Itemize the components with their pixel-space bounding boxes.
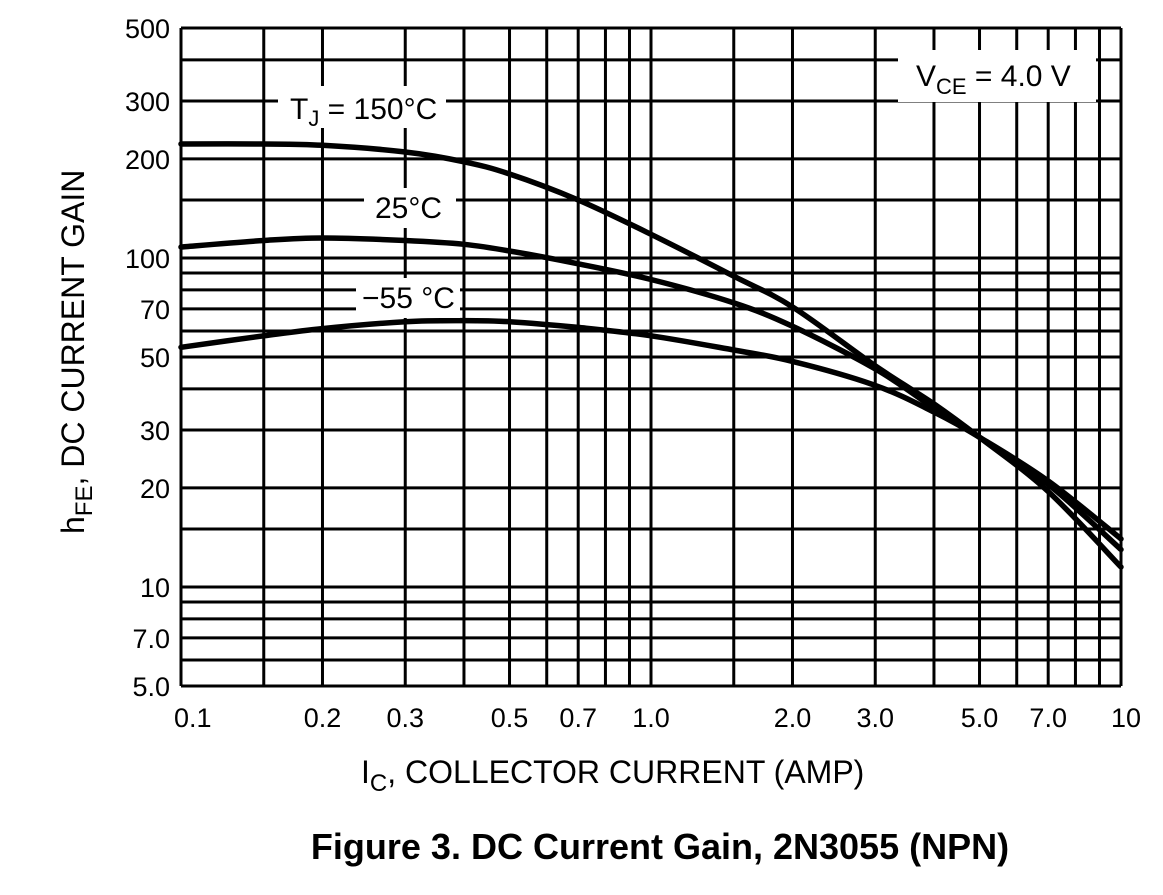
annotation-minus-55c: −55 °C [356,278,460,318]
x-tick-label: 0.2 [304,703,342,733]
y-tick-label: 7.0 [132,624,170,654]
y-tick-label: 30 [140,416,170,446]
x-tick-label: 3.0 [856,703,894,733]
x-tick-label: 1.0 [632,703,670,733]
y-tick-label: 70 [140,295,170,325]
x-tick-label: 0.5 [491,703,529,733]
x-tick-label: 0.7 [559,703,597,733]
y-tick-label: 10 [140,573,170,603]
figure-caption: Figure 3. DC Current Gain, 2N3055 (NPN) [310,826,1010,867]
svg-text:25°C: 25°C [375,192,442,225]
svg-text:VCE = 4.0 V: VCE = 4.0 V [916,60,1071,99]
annotation-25c: 25°C [364,188,456,228]
svg-text:TJ = 150°C: TJ = 150°C [290,93,437,131]
curve-minus-55c [178,317,1124,542]
y-axis-title: hFE, DC CURRENT GAIN [55,170,98,534]
annotation-tj-150: TJ = 150°C [278,86,446,131]
chart: TJ = 150°C 25°C −55 °C VCE = 4.0 V 500 30… [55,14,1141,797]
annotation-vce: VCE = 4.0 V [898,50,1096,102]
y-tick-label: 50 [140,343,170,373]
y-tick-label: 100 [125,244,170,274]
x-tick-label: 0.3 [386,703,424,733]
y-tick-label: 5.0 [132,672,170,702]
curves [178,141,1124,570]
x-tick-label: 0.1 [174,703,212,733]
grid [179,26,1123,688]
y-tick-label: 20 [140,474,170,504]
y-tick-label: 200 [125,145,170,175]
x-tick-label: 10 [1111,703,1141,733]
x-tick-label: 5.0 [961,703,999,733]
x-tick-label: 7.0 [1029,703,1067,733]
x-tick-label: 2.0 [774,703,812,733]
x-axis-title: IC, COLLECTOR CURRENT (AMP) [361,754,864,797]
y-tick-label: 300 [125,87,170,117]
y-tick-label: 500 [125,14,170,44]
svg-text:−55 °C: −55 °C [362,282,455,315]
